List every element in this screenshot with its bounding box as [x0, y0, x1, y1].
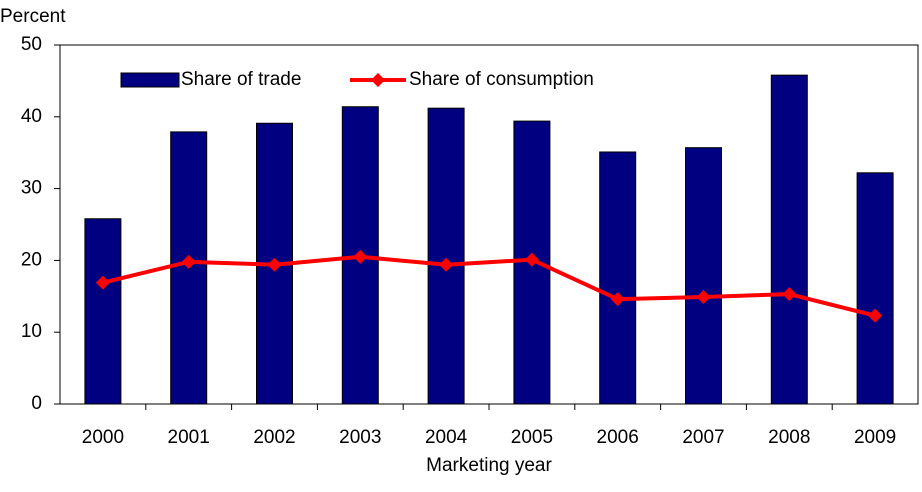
x-tick-label: 2003	[339, 427, 381, 448]
marker	[696, 290, 711, 305]
y-tick-label: 0	[31, 393, 42, 414]
x-tick-label: 2009	[854, 427, 896, 448]
marker	[782, 287, 797, 302]
marker	[353, 249, 368, 264]
bar	[856, 172, 894, 405]
y-tick-label: 30	[21, 178, 42, 199]
x-tick-label: 2008	[768, 427, 810, 448]
bar	[84, 218, 122, 405]
x-tick-label: 2002	[253, 427, 295, 448]
marker	[868, 308, 883, 323]
y-tick-label: 10	[21, 321, 42, 342]
y-tick-label: 50	[21, 34, 42, 55]
x-tick-label: 2005	[511, 427, 553, 448]
bar	[599, 151, 637, 405]
legend-label: Share of consumption	[409, 69, 594, 90]
x-tick-label: 2001	[168, 427, 210, 448]
marker	[267, 257, 282, 272]
marker	[95, 275, 110, 290]
legend-marker	[371, 73, 385, 87]
line	[102, 254, 876, 318]
marker	[610, 292, 625, 307]
x-tick-label: 2004	[425, 427, 468, 448]
bar	[427, 107, 465, 405]
y-axis-title: Percent	[0, 6, 66, 27]
y-tick-label: 40	[21, 106, 42, 127]
x-axis-title: Marketing year	[426, 455, 552, 476]
legend-label: Share of trade	[181, 69, 301, 90]
legend-swatch	[120, 72, 180, 88]
x-tick-label: 2007	[682, 427, 724, 448]
y-tick-label: 20	[21, 249, 42, 270]
marker	[181, 254, 196, 269]
x-tick-label: 2000	[82, 427, 124, 448]
marker	[439, 257, 454, 272]
bar	[770, 74, 808, 405]
marker	[524, 252, 539, 267]
x-tick-label: 2006	[597, 427, 639, 448]
bar	[685, 147, 722, 405]
